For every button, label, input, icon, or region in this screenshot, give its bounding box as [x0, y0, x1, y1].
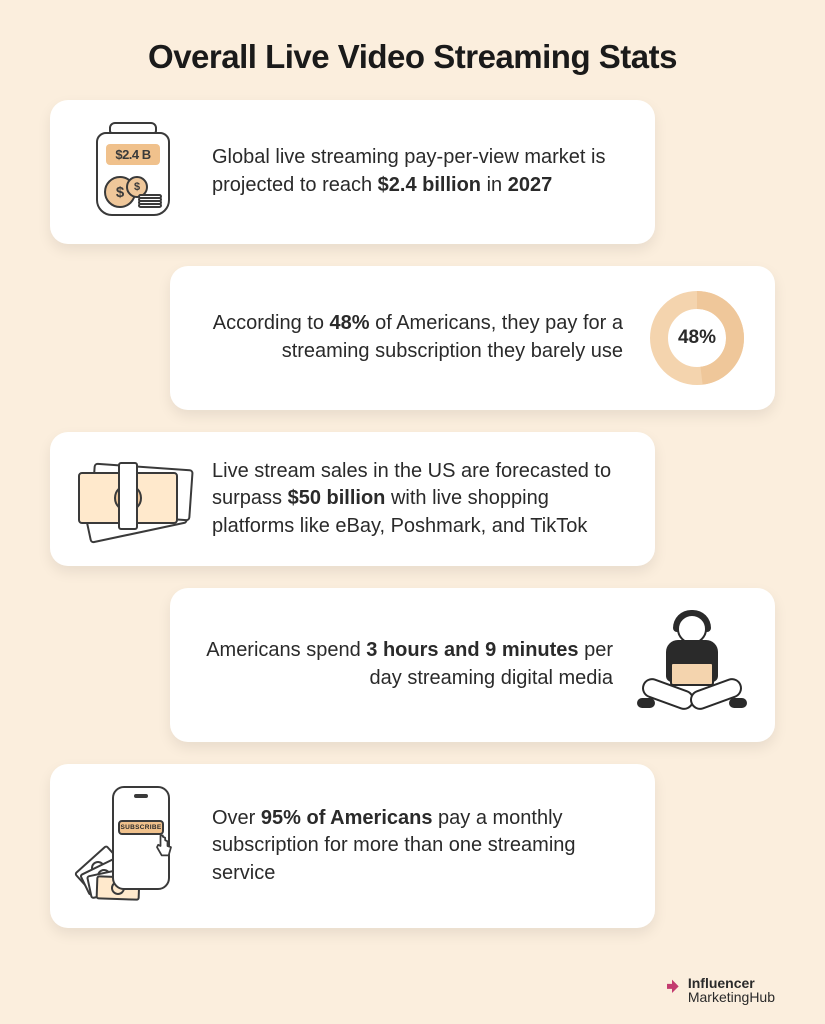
donut-label: 48% — [647, 288, 747, 388]
donut-chart-icon: 48% — [647, 288, 747, 388]
stat-card-time-spent: Americans spend 3 hours and 9 minutes pe… — [170, 588, 775, 742]
stat-text: Global live streaming pay-per-view marke… — [212, 144, 627, 199]
stat-card-live-sales: Live stream sales in the US are forecast… — [50, 432, 655, 566]
stat-text: Americans spend 3 hours and 9 minutes pe… — [198, 637, 613, 692]
stat-card-multi-sub: SUBSCRIBE Over 95% of Americans pay a mo… — [50, 764, 655, 928]
stat-card-subscription-unused: According to 48% of Americans, they pay … — [170, 266, 775, 410]
jar-icon: $2.4 B $ $ — [78, 122, 188, 222]
cursor-icon — [150, 832, 178, 865]
stat-text: Over 95% of Americans pay a monthly subs… — [212, 805, 627, 888]
jar-label: $2.4 B — [106, 144, 160, 165]
footer-attribution: Influencer MarketingHub — [662, 976, 775, 1004]
stats-list: $2.4 B $ $ Global live streaming pay-per… — [0, 100, 825, 928]
stat-text: According to 48% of Americans, they pay … — [198, 310, 623, 365]
stat-text: Live stream sales in the US are forecast… — [212, 458, 627, 541]
logo-icon — [662, 978, 682, 1003]
money-stack-icon — [78, 454, 188, 544]
footer-brand-2: MarketingHub — [688, 989, 775, 1005]
person-laptop-icon — [637, 610, 747, 720]
stat-card-market: $2.4 B $ $ Global live streaming pay-per… — [50, 100, 655, 244]
subscribe-phone-icon: SUBSCRIBE — [78, 786, 188, 906]
page-title: Overall Live Video Streaming Stats — [0, 0, 825, 100]
